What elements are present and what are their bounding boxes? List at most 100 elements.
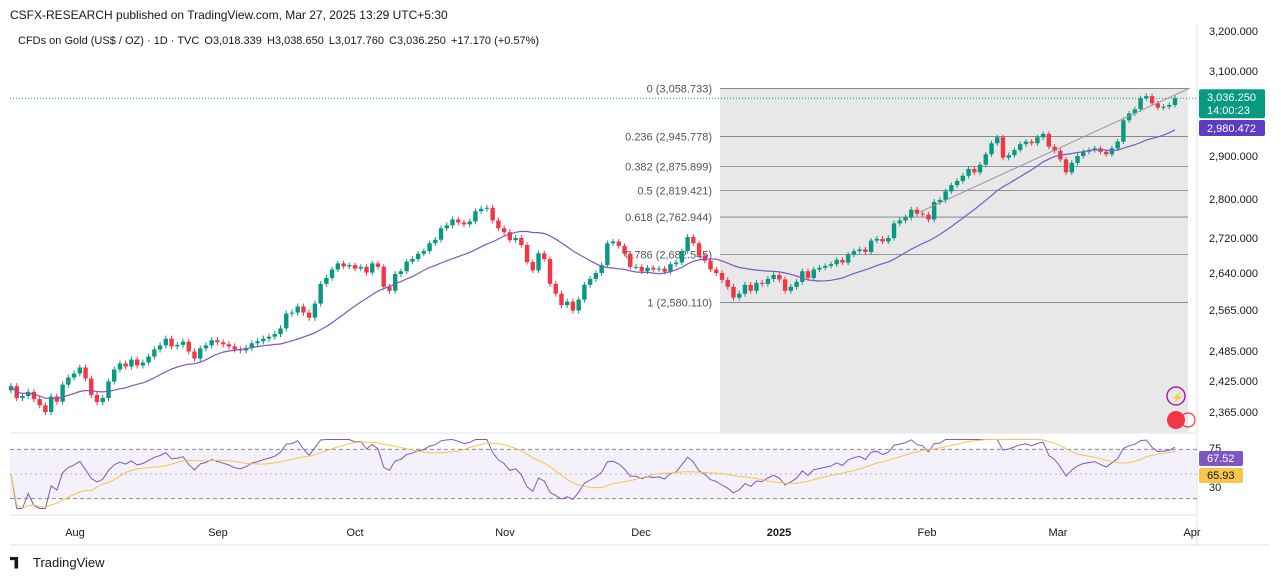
- candle-body: [289, 312, 295, 314]
- candle-body: [341, 263, 346, 267]
- candle-body: [903, 217, 908, 221]
- candle-body: [616, 241, 622, 246]
- fib-level-label: 0.5 (2,819.421): [637, 186, 712, 198]
- candle-body: [845, 254, 851, 263]
- candle-body: [553, 283, 558, 294]
- candle-body: [805, 271, 811, 278]
- rsi-ma-value: 65.93: [1207, 470, 1235, 482]
- candle-body: [352, 265, 358, 269]
- candle-body: [880, 238, 885, 242]
- rsi-ma-line: [10, 439, 1176, 510]
- current-price-value: 3,036.250: [1207, 92, 1256, 104]
- candle-body: [117, 363, 123, 370]
- current-price-badge: [1199, 89, 1265, 119]
- candle-body: [542, 253, 547, 259]
- candle-body: [754, 282, 759, 291]
- price-tick-label: 2,640.000: [1209, 268, 1258, 280]
- candle-body: [456, 219, 461, 223]
- price-tick-label: 2,365.000: [1209, 407, 1258, 419]
- candle-body: [26, 391, 31, 396]
- candle-body: [1052, 146, 1057, 151]
- candle-body: [513, 238, 518, 241]
- candle-body: [1126, 113, 1132, 121]
- candle-body: [559, 293, 564, 306]
- candle-body: [1081, 151, 1086, 156]
- time-tick-label: Sep: [208, 527, 228, 539]
- candle-body: [255, 341, 260, 344]
- candle-body: [444, 225, 449, 229]
- candle-body: [71, 373, 77, 378]
- price-tick-label: 2,720.000: [1209, 233, 1258, 245]
- rsi-band: [10, 449, 1197, 499]
- candle-body: [714, 269, 719, 273]
- candle-body: [576, 299, 581, 311]
- candle-body: [622, 245, 627, 254]
- candle-body: [656, 268, 662, 270]
- candle-body: [261, 338, 266, 342]
- candle-body: [157, 345, 163, 350]
- candle-body: [484, 207, 490, 209]
- candle-body: [1035, 137, 1040, 144]
- candle-body: [370, 263, 375, 273]
- candle-body: [100, 398, 105, 403]
- price-tick-label: 2,485.000: [1209, 346, 1258, 358]
- candle-body: [152, 349, 157, 357]
- fib-level-label: 0.382 (2,875.899): [625, 161, 712, 173]
- candle-body: [605, 243, 610, 266]
- candle-body: [215, 340, 220, 343]
- candle-body: [1121, 120, 1126, 142]
- tradingview-logo[interactable]: TradingView: [10, 555, 105, 570]
- candle-body: [696, 243, 702, 256]
- tradingview-icon: [10, 556, 19, 569]
- candle-body: [817, 267, 822, 270]
- ohlc-low: L3,017.760: [328, 35, 384, 47]
- candle-body: [1029, 141, 1034, 144]
- candle-body: [759, 282, 765, 284]
- candle-body: [811, 269, 816, 278]
- candle-body: [995, 137, 1000, 144]
- candle-body: [645, 267, 650, 272]
- candle-body: [284, 313, 289, 329]
- candle-body: [1138, 98, 1143, 110]
- time-tick-label: Oct: [346, 527, 363, 539]
- candle-body: [564, 301, 570, 306]
- candle-body: [628, 253, 633, 267]
- candle-body: [977, 164, 983, 173]
- ohlc-open: O3,018.339: [204, 35, 262, 47]
- candle-body: [937, 199, 943, 202]
- price-tick-label: 2,900.000: [1209, 151, 1258, 163]
- candle-body: [31, 391, 37, 400]
- candle-body: [931, 201, 937, 220]
- rsi-ma-badge: [1199, 468, 1243, 483]
- candle-body: [450, 219, 455, 226]
- time-tick-label: Apr: [1183, 527, 1200, 539]
- fib-level-label: 0 (3,058.733): [647, 84, 712, 96]
- candle-body: [381, 266, 386, 287]
- fib-level-label: 0.618 (2,762.944): [625, 212, 712, 224]
- candle-body: [1155, 103, 1160, 108]
- candle-body: [60, 384, 65, 402]
- candle-body: [547, 259, 553, 284]
- candle-body: [857, 249, 862, 252]
- candle-body: [1149, 96, 1155, 104]
- candle-body: [496, 220, 501, 229]
- rsi-current-value: 67.52: [1207, 453, 1235, 465]
- candle-body: [94, 394, 100, 403]
- candle-body: [719, 273, 725, 280]
- candle-body: [1167, 105, 1172, 107]
- candle-body: [800, 271, 805, 282]
- candle-body: [530, 262, 535, 271]
- candle-body: [949, 185, 954, 192]
- ma-value-label: 2,980.472: [1207, 123, 1256, 135]
- candle-body: [335, 263, 341, 270]
- rsi-value-badge: [1199, 451, 1243, 466]
- candle-body: [404, 261, 409, 272]
- candle-body: [691, 237, 696, 244]
- candle-body: [587, 278, 593, 285]
- symbol-name[interactable]: CFDs on Gold (US$ / OZ) · 1D · TVC: [18, 35, 200, 47]
- candle-body: [794, 281, 799, 287]
- time-tick-label: Dec: [631, 527, 651, 539]
- candle-body: [662, 268, 667, 272]
- candle-body: [943, 191, 948, 200]
